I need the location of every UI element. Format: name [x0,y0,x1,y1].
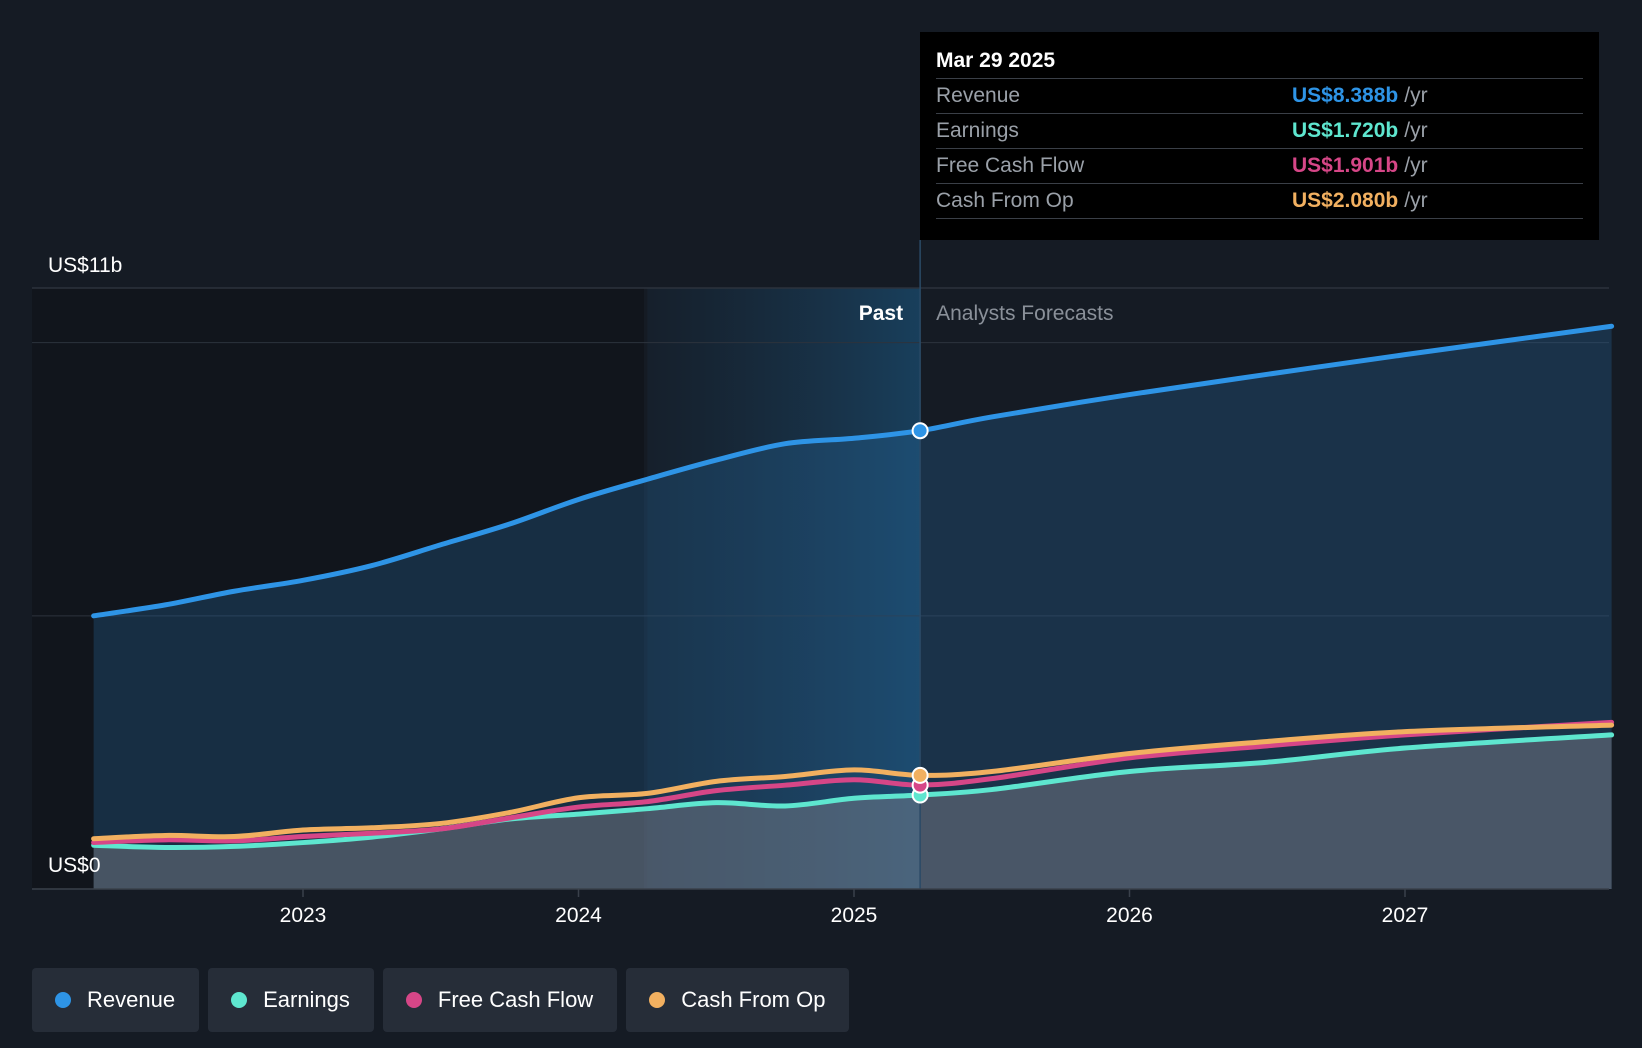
x-tick-label: 2024 [555,904,602,927]
x-tick-label: 2023 [280,904,327,927]
legend-item-cash-from-op[interactable]: Cash From Op [626,968,850,1032]
legend-label: Earnings [263,987,350,1012]
y-tick-label-top: US$11b [48,254,122,277]
legend-label: Revenue [87,987,176,1012]
tooltip: Mar 29 2025 Revenue US$8.388b /yr Earnin… [920,32,1599,240]
tooltip-label: Free Cash Flow [936,154,1085,177]
tooltip-row-earnings: Earnings US$1.720b /yr [936,113,1583,148]
forecast-region-label: Analysts Forecasts [936,302,1113,325]
legend-dot-icon [649,992,666,1008]
past-dark-region [32,288,644,889]
tooltip-unit: /yr [1404,154,1428,177]
y-tick-label-bottom: US$0 [48,854,101,877]
tooltip-label: Revenue [936,84,1021,107]
legend-item-free-cash-flow[interactable]: Free Cash Flow [382,968,618,1032]
tooltip-date: Mar 29 2025 [936,49,1056,72]
tooltip-unit: /yr [1404,189,1428,212]
legend-label: Cash From Op [681,987,826,1012]
tooltip-markers [911,240,929,889]
cash-from-op-line [91,722,1615,842]
tooltip-value: US$2.080b [1292,189,1399,212]
earnings-line [91,732,1615,851]
legend-item-earnings[interactable]: Earnings [208,968,374,1032]
tooltip-value: US$1.720b [1292,119,1399,142]
tooltip-value: US$8.388b [1292,84,1399,107]
revenue-line [91,323,1615,619]
tooltip-unit: /yr [1404,119,1428,142]
legend-dot-icon [231,992,248,1008]
past-region-label: Past [859,302,903,325]
tooltip-label: Cash From Op [936,189,1074,212]
earnings-area [93,734,1612,889]
cash-from-op-marker [911,766,929,784]
legend: Revenue Earnings Free Cash Flow Cash Fro… [32,968,858,1032]
tooltip-row-free-cash-flow: Free Cash Flow US$1.901b /yr [936,148,1583,183]
axes: 2023 2024 2025 2026 2027 [32,888,1609,927]
x-tick-label: 2025 [831,904,878,927]
legend-dot-icon [55,992,71,1008]
tooltip-unit: /yr [1404,84,1428,107]
x-tick-label: 2027 [1382,904,1429,927]
legend-label: Free Cash Flow [437,987,594,1012]
past-highlight-region [647,288,921,889]
tooltip-row-revenue: Revenue US$8.388b /yr [936,78,1583,113]
series-lines [91,323,1615,851]
grid-lines [32,287,1609,617]
revenue-marker [911,422,929,440]
free-cash-flow-line [91,719,1615,846]
legend-item-revenue[interactable]: Revenue [32,968,200,1032]
x-tick-label: 2026 [1106,904,1153,927]
tooltip-row-cash-from-op: Cash From Op US$2.080b /yr [936,183,1583,219]
tooltip-label: Earnings [936,119,1019,142]
legend-dot-icon [405,992,422,1008]
tooltip-value: US$1.901b [1292,154,1399,177]
